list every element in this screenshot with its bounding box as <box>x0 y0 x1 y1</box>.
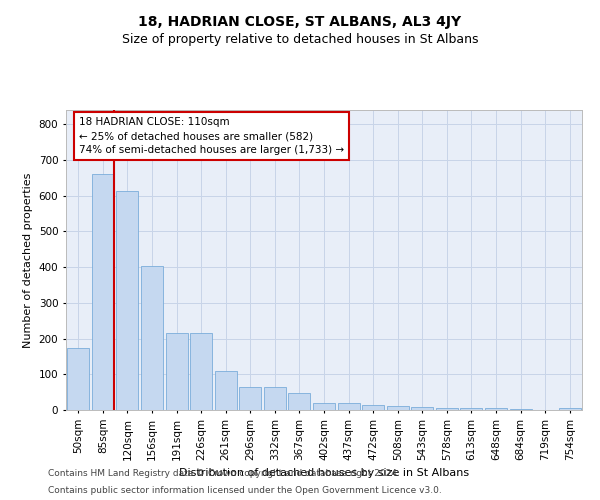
Bar <box>67 348 89 410</box>
Bar <box>92 174 114 410</box>
Text: 18 HADRIAN CLOSE: 110sqm
← 25% of detached houses are smaller (582)
74% of semi-: 18 HADRIAN CLOSE: 110sqm ← 25% of detach… <box>79 117 344 155</box>
Bar <box>411 407 433 410</box>
Bar <box>559 408 581 410</box>
Bar <box>460 408 482 410</box>
Bar <box>338 403 359 410</box>
Bar <box>264 387 286 410</box>
Bar <box>313 403 335 410</box>
Y-axis label: Number of detached properties: Number of detached properties <box>23 172 33 348</box>
Bar <box>215 370 237 410</box>
Bar <box>239 387 262 410</box>
Bar <box>509 409 532 410</box>
Text: Size of property relative to detached houses in St Albans: Size of property relative to detached ho… <box>122 32 478 46</box>
Bar <box>289 393 310 410</box>
Bar <box>485 408 507 410</box>
Text: Contains HM Land Registry data © Crown copyright and database right 2024.: Contains HM Land Registry data © Crown c… <box>48 468 400 477</box>
Text: Contains public sector information licensed under the Open Government Licence v3: Contains public sector information licen… <box>48 486 442 495</box>
Text: 18, HADRIAN CLOSE, ST ALBANS, AL3 4JY: 18, HADRIAN CLOSE, ST ALBANS, AL3 4JY <box>139 15 461 29</box>
Bar <box>362 404 384 410</box>
X-axis label: Distribution of detached houses by size in St Albans: Distribution of detached houses by size … <box>179 468 469 478</box>
Bar <box>386 406 409 410</box>
Bar <box>436 408 458 410</box>
Bar <box>116 192 139 410</box>
Bar <box>141 266 163 410</box>
Bar <box>190 333 212 410</box>
Bar <box>166 333 188 410</box>
